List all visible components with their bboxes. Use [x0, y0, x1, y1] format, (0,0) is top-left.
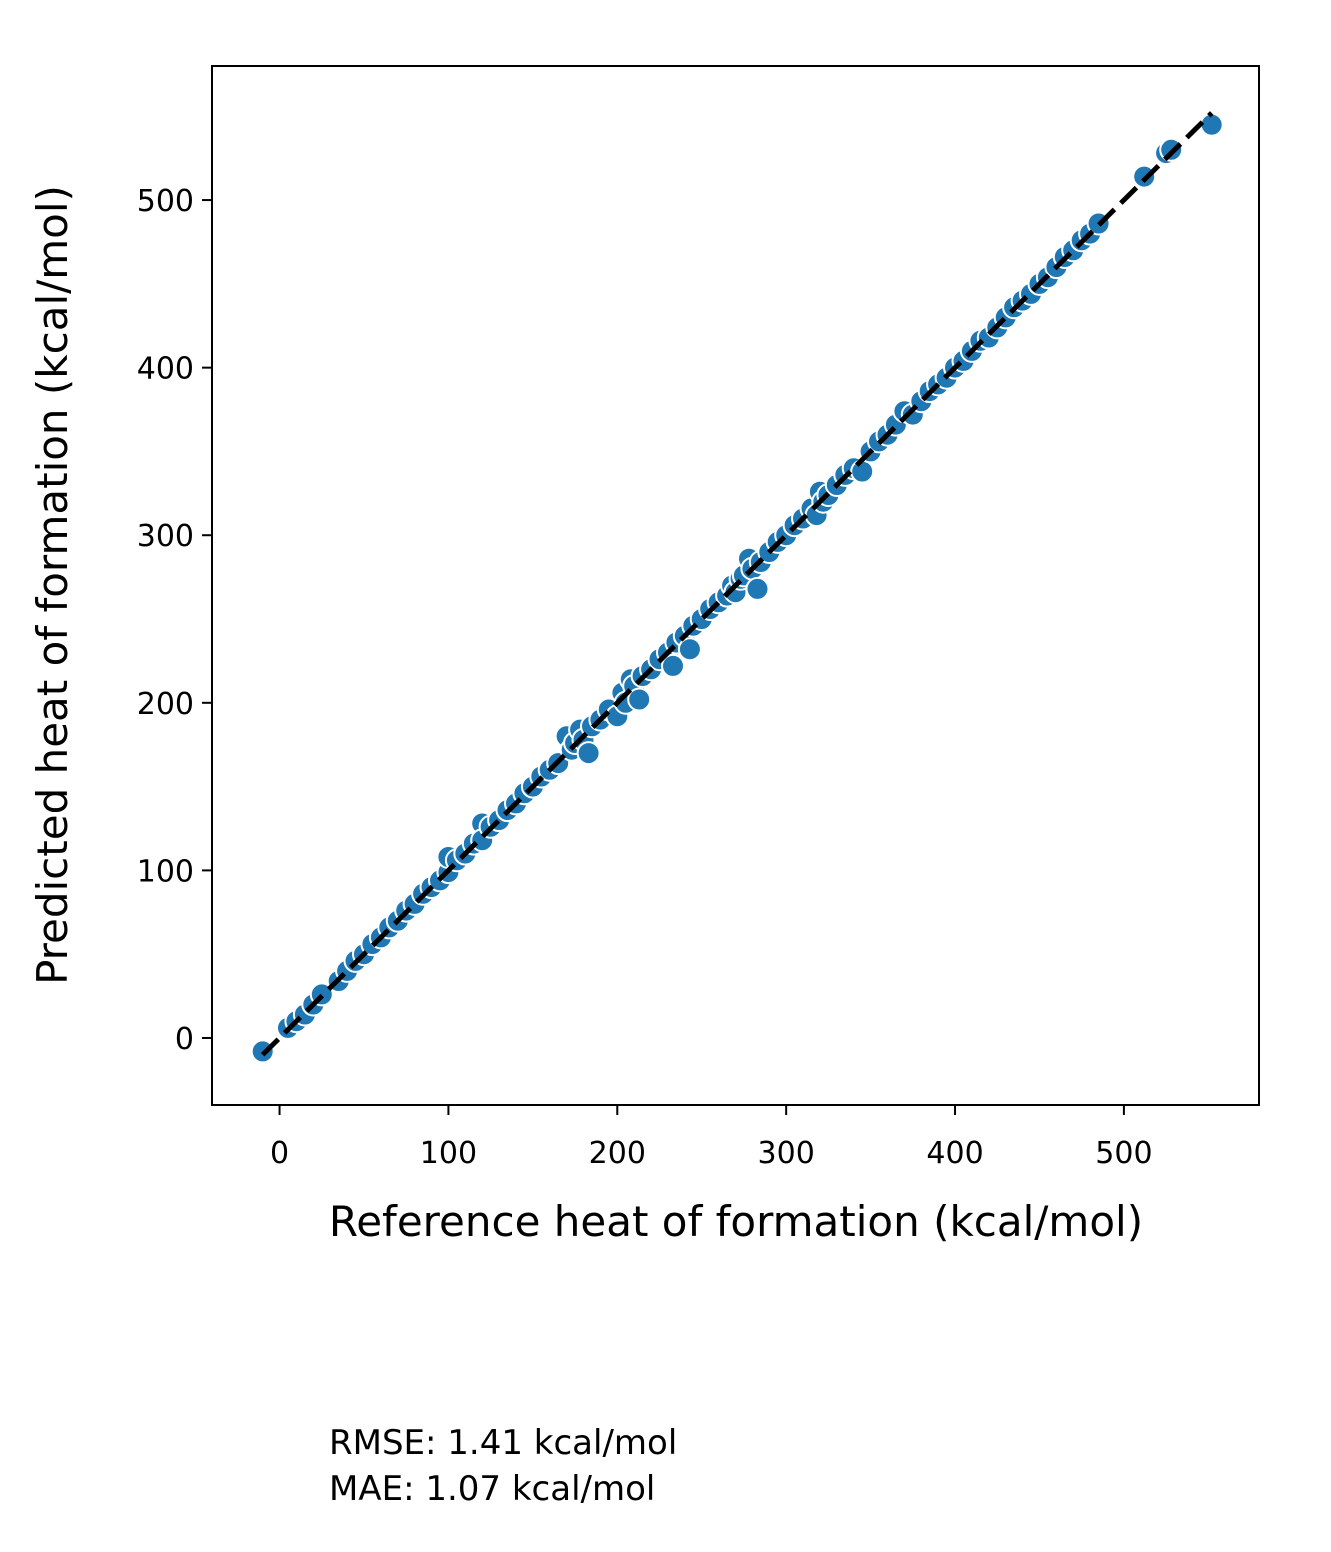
y-tick-label: 200 [137, 687, 194, 722]
x-tick-label: 400 [926, 1136, 983, 1171]
x-tick-label: 200 [589, 1136, 646, 1171]
data-point [677, 637, 702, 662]
x-tick-label: 300 [758, 1136, 815, 1171]
data-point [661, 653, 685, 678]
y-axis-ticks: 0 100 200 300 400 500 [137, 184, 212, 1057]
data-point [1199, 112, 1224, 137]
x-axis-ticks: 0 100 200 300 400 500 [270, 1105, 1153, 1171]
metrics-box: RMSE: 1.41 kcal/mol MAE: 1.07 kcal/mol [329, 1420, 677, 1512]
x-tick-label: 0 [270, 1136, 289, 1171]
axes [211, 65, 1260, 1106]
mae-text: MAE: 1.07 kcal/mol [329, 1469, 656, 1509]
y-tick-label: 0 [175, 1022, 194, 1057]
data-point [745, 576, 770, 601]
y-tick-label: 500 [137, 184, 194, 219]
x-tick-label: 100 [420, 1136, 477, 1171]
x-tick-label: 500 [1095, 1136, 1152, 1171]
x-axis-label: Reference heat of formation (kcal/mol) [329, 1197, 1143, 1246]
data-point [627, 687, 652, 712]
rmse-text: RMSE: 1.41 kcal/mol [329, 1423, 678, 1463]
y-tick-label: 300 [137, 519, 194, 554]
reference-line [260, 111, 1214, 1057]
y-tick-label: 100 [137, 854, 194, 889]
plot-frame [211, 65, 1260, 1106]
y-tick-label: 400 [137, 352, 194, 387]
reference-line-layer [260, 111, 1214, 1057]
data-point [850, 459, 875, 484]
data-point [576, 741, 601, 766]
y-axis-label: Predicted heat of formation (kcal/mol) [28, 185, 77, 985]
